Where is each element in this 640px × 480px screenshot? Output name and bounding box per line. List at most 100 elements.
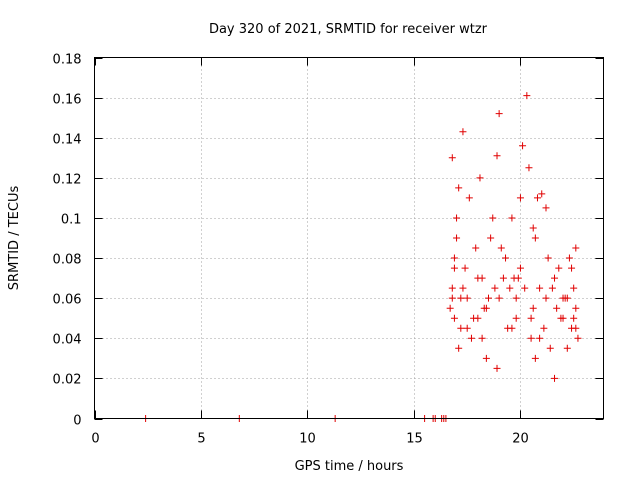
grid-layer <box>94 57 604 419</box>
data-point <box>508 324 516 332</box>
y-tick-label: 0.02 <box>53 373 82 388</box>
data-point <box>476 174 484 182</box>
data-point <box>568 264 576 272</box>
x-tick-label: 0 <box>91 432 99 447</box>
data-point <box>531 234 539 242</box>
data-point <box>499 274 507 282</box>
data-point <box>538 190 546 198</box>
data-point <box>455 184 463 192</box>
data-point <box>551 274 559 282</box>
data-point <box>459 128 467 136</box>
chart-title: Day 320 of 2021, SRMTID for receiver wtz… <box>209 22 488 37</box>
data-point <box>502 254 510 262</box>
data-point <box>553 304 561 312</box>
data-point <box>572 324 580 332</box>
data-point <box>565 254 573 262</box>
data-point <box>570 314 578 322</box>
data-point <box>542 204 550 212</box>
data-point <box>450 314 458 322</box>
data-point <box>487 234 495 242</box>
data-point <box>493 364 501 372</box>
data-point <box>574 334 582 342</box>
data-point <box>521 284 529 292</box>
y-tick-label: 0.04 <box>53 333 82 348</box>
data-point <box>527 314 535 322</box>
y-tick-label: 0.18 <box>53 53 82 68</box>
data-point <box>533 194 541 202</box>
data-point <box>563 344 571 352</box>
data-point <box>495 110 503 118</box>
y-tick-label: 0.06 <box>53 293 82 308</box>
y-tick-label: 0.16 <box>53 93 82 108</box>
data-point <box>514 274 522 282</box>
data-point <box>570 284 578 292</box>
data-point <box>489 214 497 222</box>
data-point <box>457 324 465 332</box>
data-point <box>555 264 563 272</box>
data-point <box>529 224 537 232</box>
x-tick-label: 5 <box>197 432 205 447</box>
x-tick-label: 15 <box>406 432 423 447</box>
plot-frame <box>94 57 604 419</box>
x-axis-label: GPS time / hours <box>295 459 404 474</box>
data-point <box>465 194 473 202</box>
data-point <box>536 284 544 292</box>
data-point <box>557 314 565 322</box>
data-point <box>508 214 516 222</box>
data-point <box>453 234 461 242</box>
data-point <box>548 284 556 292</box>
data-point <box>512 294 520 302</box>
data-point <box>472 244 480 252</box>
data-point <box>531 354 539 362</box>
data-point <box>482 304 490 312</box>
y-tick-label: 0.12 <box>53 173 82 188</box>
data-point <box>544 254 552 262</box>
data-point <box>463 324 471 332</box>
data-point <box>546 344 554 352</box>
y-axis-label: SRMTID / TECUs <box>7 186 22 291</box>
data-point <box>525 164 533 172</box>
data-point <box>527 334 535 342</box>
data-point <box>516 264 524 272</box>
tick-layer: 0 0.02 0.04 0.06 0.08 0.1 0.12 0.14 0.16 0.18 0 5 10… <box>53 53 604 447</box>
data-point <box>572 304 580 312</box>
x-tick-label: 20 <box>512 432 529 447</box>
y-tick-label: 0 <box>73 414 81 429</box>
data-point <box>457 294 465 302</box>
data-point <box>540 324 548 332</box>
data-point <box>461 264 469 272</box>
data-point <box>529 304 537 312</box>
data-point <box>467 334 475 342</box>
data-point <box>497 244 505 252</box>
data-point <box>491 284 499 292</box>
data-point <box>482 354 490 362</box>
y-tick-label: 0.08 <box>53 253 82 268</box>
data-point <box>495 294 503 302</box>
data-point <box>450 264 458 272</box>
data-point <box>516 194 524 202</box>
data-point <box>519 142 527 150</box>
x-tick-label: 10 <box>299 432 316 447</box>
data-point <box>453 214 461 222</box>
data-point <box>478 274 486 282</box>
data-point <box>478 334 486 342</box>
data-point <box>450 254 458 262</box>
data-point <box>506 284 514 292</box>
y-tick-label: 0.14 <box>53 133 82 148</box>
data-point <box>459 284 467 292</box>
data-point <box>512 314 520 322</box>
data-point <box>572 244 580 252</box>
data-point <box>463 294 471 302</box>
data-point <box>536 334 544 342</box>
data-point <box>484 294 492 302</box>
data-point <box>455 344 463 352</box>
data-point <box>446 304 454 312</box>
data-point <box>523 92 531 100</box>
data-point <box>448 294 456 302</box>
data-point <box>542 294 550 302</box>
data-point <box>559 294 567 302</box>
data-point <box>551 374 559 382</box>
data-point <box>448 284 456 292</box>
data-point <box>448 154 456 162</box>
